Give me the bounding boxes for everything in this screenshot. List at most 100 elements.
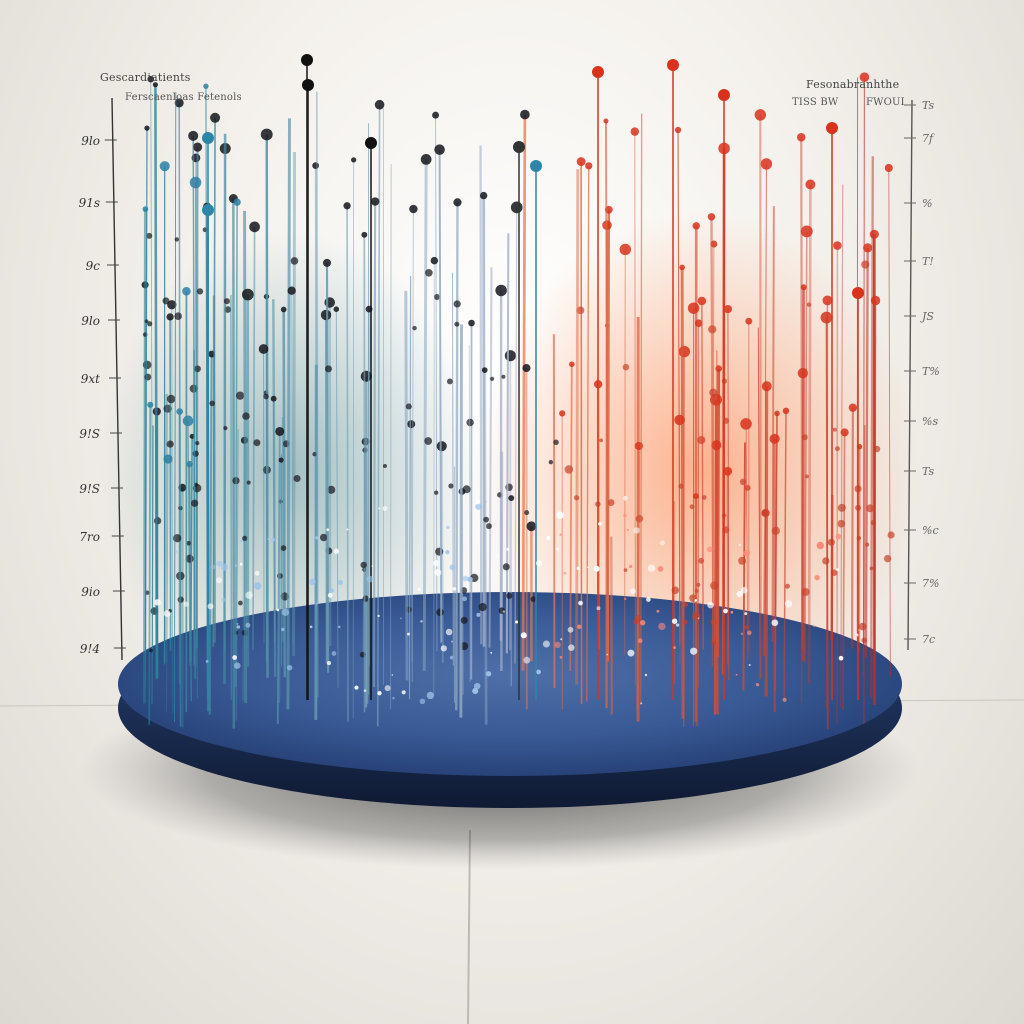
sparkle-dot [697, 617, 700, 620]
scatter-dot [696, 582, 701, 587]
stem-line [569, 364, 573, 672]
sparkle-dot [446, 525, 450, 530]
stem-line [840, 184, 844, 708]
sparkle-dot [740, 586, 748, 594]
stem-head-dot [797, 368, 808, 379]
stem-head-dot [147, 75, 155, 83]
sparkle-dot [559, 533, 562, 536]
sparkle-dot [736, 590, 744, 598]
scatter-dot [858, 622, 867, 631]
scatter-dot [223, 298, 230, 305]
sparkle-dot [392, 696, 395, 700]
scatter-dot [682, 619, 688, 625]
stem-line [715, 445, 719, 715]
stem-head-dot [361, 231, 368, 238]
stem-line [325, 262, 330, 673]
scatter-dot [887, 531, 895, 539]
scatter-dot [701, 495, 707, 500]
scatter-dot [822, 557, 830, 565]
stem-head-dot [322, 258, 332, 267]
sparkle-dot [281, 608, 289, 616]
right-tick-label: Ts [922, 99, 935, 112]
stem-head-dot [870, 295, 881, 306]
tall-stem-head [202, 132, 214, 144]
sparkle-dot [568, 644, 575, 651]
tall-stem-head [530, 160, 542, 172]
stem-head-dot [800, 284, 807, 291]
stem-line [634, 131, 637, 685]
sparkle-dot [440, 645, 447, 652]
sparkle-dot [515, 620, 519, 624]
sparkle-dot [647, 564, 656, 572]
stem-line [459, 324, 463, 718]
right-tick-label: %s [922, 415, 939, 428]
stem-head-dot [585, 162, 593, 170]
sparkle-dot [327, 592, 333, 598]
stem-head-dot [374, 99, 385, 110]
stem-head-dot [203, 83, 209, 89]
stem-line [411, 209, 414, 662]
scatter-dot [883, 554, 892, 563]
tall-stem-head [365, 137, 377, 149]
scatter-dot [448, 483, 454, 489]
scatter-dot [678, 483, 684, 489]
sparkle-dot [476, 612, 481, 617]
scatter-dot [280, 545, 287, 551]
sparkle-dot [656, 609, 660, 613]
stem-line [862, 77, 865, 678]
sparkle-dot [673, 646, 676, 649]
stem-line [422, 159, 428, 671]
stem-head-dot [707, 213, 716, 221]
sparkle-dot [221, 597, 227, 603]
sparkle-dot [671, 618, 678, 624]
stem-line [174, 92, 177, 722]
sparkle-dot [628, 564, 633, 569]
sparkle-dot [445, 549, 450, 555]
scatter-dot [324, 365, 332, 373]
stem-line [276, 431, 281, 724]
stem-head-dot [715, 365, 722, 372]
scatter-dot [462, 485, 471, 494]
sparkle-dot [858, 629, 861, 632]
stem-head-dot [692, 222, 700, 230]
right-tick-label: 7c [922, 633, 936, 646]
sparkle-dot [659, 540, 665, 546]
stem-line [328, 302, 332, 646]
stem-line [610, 536, 613, 715]
tall-stem-head [302, 79, 314, 91]
scatter-dot [173, 534, 182, 543]
sparkle-dot [475, 499, 481, 505]
scatter-dot [501, 374, 506, 379]
scatter-dot [253, 439, 261, 447]
stem-line [745, 423, 749, 661]
scatter-dot [147, 321, 153, 327]
sparkle-dot [744, 612, 748, 616]
stem-head-dot [800, 225, 813, 238]
stem-line [171, 304, 174, 714]
sparkle-dot [460, 530, 464, 534]
stem-head-dot [409, 204, 418, 214]
stem-head-dot [174, 98, 184, 108]
sparkle-dot [782, 697, 787, 702]
sparkle-dot [315, 536, 319, 540]
stem-line [408, 276, 412, 700]
stem-line [291, 290, 294, 644]
tall-stem-head [592, 66, 604, 78]
stem-line [143, 209, 147, 704]
stem-line [154, 84, 159, 679]
sparkle-dot [254, 582, 262, 590]
sparkle-dot [748, 663, 751, 667]
scatter-dot [744, 625, 749, 630]
sparkle-dot [559, 655, 563, 659]
scatter-dot [146, 232, 153, 239]
left-tick-label: 9lo [81, 314, 100, 328]
stem-head-dot [522, 364, 531, 373]
sparkle-dot [472, 687, 479, 695]
stem-line [243, 210, 248, 704]
stem-line [144, 128, 148, 654]
right-tick-label: %c [922, 524, 939, 537]
scatter-dot [454, 321, 460, 327]
sparkle-dot [382, 506, 388, 511]
stem-head-dot [520, 109, 530, 120]
sparkle-dot [210, 564, 216, 570]
